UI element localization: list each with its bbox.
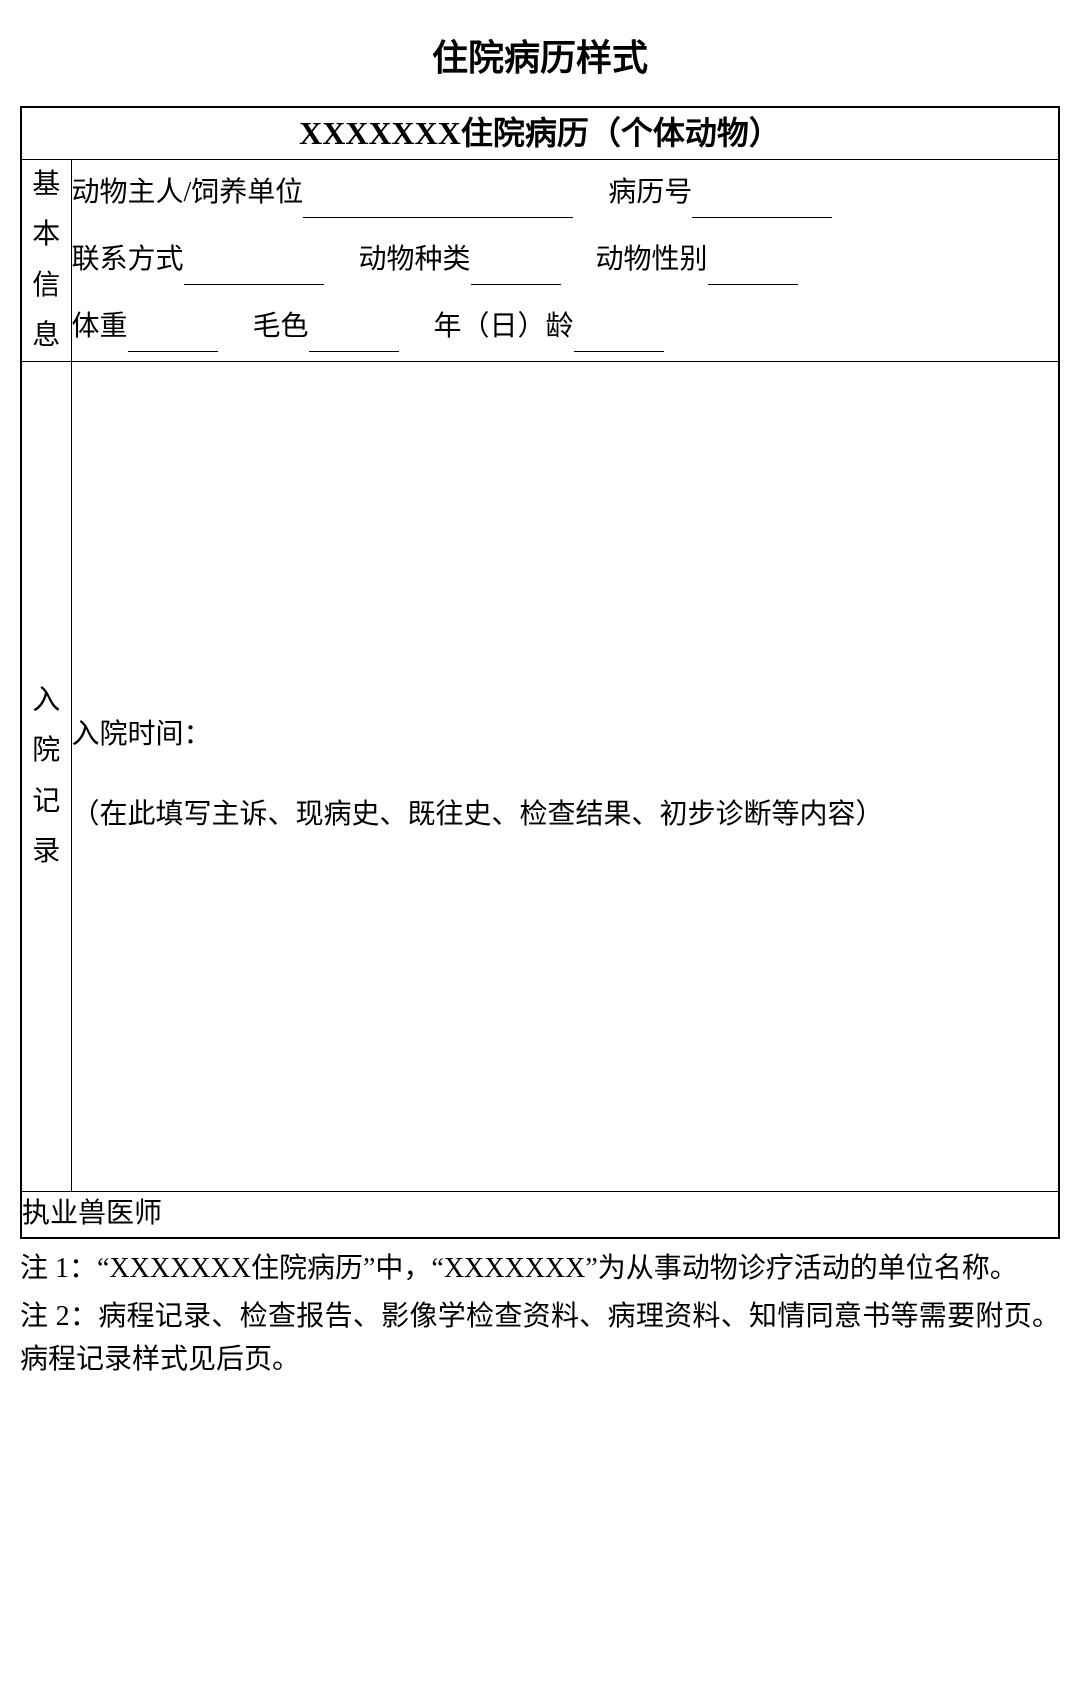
sex-blank[interactable] (708, 257, 798, 285)
vet-signature-row: 执业兽医师 (21, 1192, 1059, 1238)
basic-info-row-3: 体重 毛色 年（日）龄 (72, 305, 1059, 350)
sex-label: 动物性别 (596, 244, 708, 275)
admission-side-label: 入 院 记 录 (21, 362, 71, 1192)
age-label: 年（日）龄 (434, 311, 574, 342)
basic-info-row-2: 联系方式 动物种类 动物性别 (72, 238, 1059, 283)
species-blank[interactable] (471, 257, 561, 285)
footnotes: 注 1：“XXXXXXX住院病历”中，“XXXXXXX”为从事动物诊疗活动的单位… (20, 1247, 1060, 1381)
record-no-label: 病历号 (608, 177, 692, 208)
admission-content: 入院时间： （在此填写主诉、现病史、既往史、检查结果、初步诊断等内容） (71, 362, 1059, 1192)
record-no-blank[interactable] (692, 190, 832, 218)
admission-time-label: 入院时间： (72, 713, 1059, 758)
basic-info-row-1: 动物主人/饲养单位 病历号 (72, 171, 1059, 216)
basic-info-content: 动物主人/饲养单位 病历号 联系方式 动物种类 动物性别 体重 (71, 159, 1059, 362)
weight-label: 体重 (72, 311, 128, 342)
species-label: 动物种类 (359, 244, 471, 275)
basic-info-side-label: 基 本 信 息 (21, 159, 71, 362)
contact-label: 联系方式 (72, 244, 184, 275)
age-blank[interactable] (574, 324, 664, 352)
weight-blank[interactable] (128, 324, 218, 352)
owner-label: 动物主人/饲养单位 (72, 177, 304, 208)
vet-label: 执业兽医师 (22, 1198, 162, 1229)
contact-blank[interactable] (184, 257, 324, 285)
medical-record-form: XXXXXXX住院病历（个体动物） 基 本 信 息 动物主人/饲养单位 病历号 … (20, 106, 1060, 1240)
owner-blank[interactable] (303, 190, 573, 218)
color-label: 毛色 (253, 311, 309, 342)
form-header: XXXXXXX住院病历（个体动物） (21, 107, 1059, 160)
page-title: 住院病历样式 (20, 30, 1060, 88)
color-blank[interactable] (309, 324, 399, 352)
footnote-2: 注 2：病程记录、检查报告、影像学检查资料、病理资料、知情同意书等需要附页。病程… (20, 1295, 1060, 1382)
vet-signature-blank[interactable] (169, 1211, 359, 1239)
admission-instruction: （在此填写主诉、现病史、既往史、检查结果、初步诊断等内容） (72, 788, 1059, 841)
footnote-1: 注 1：“XXXXXXX住院病历”中，“XXXXXXX”为从事动物诊疗活动的单位… (20, 1247, 1060, 1290)
